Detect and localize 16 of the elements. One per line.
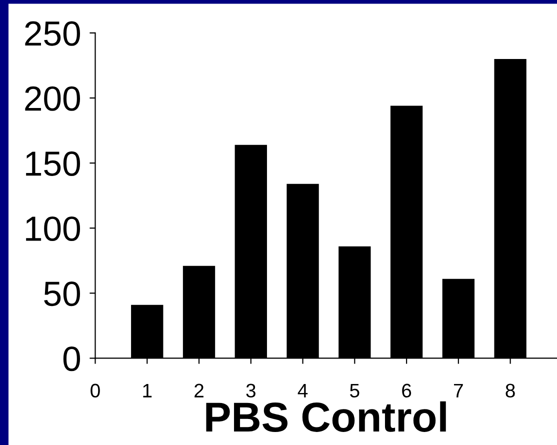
x-tick-label: 1 xyxy=(143,384,152,398)
y-tick-label: 100 xyxy=(26,216,80,242)
x-tick-label: 8 xyxy=(506,384,515,398)
x-tick-label: 4 xyxy=(298,384,308,398)
y-tick-label: 50 xyxy=(44,282,80,306)
y-tick-label: 0 xyxy=(63,346,80,372)
x-tick-label: 3 xyxy=(246,384,256,398)
x-tick-label: 7 xyxy=(454,384,463,398)
x-tick-label: 2 xyxy=(194,384,204,398)
y-tick-label: 250 xyxy=(25,21,80,46)
x-tick-label: 6 xyxy=(402,384,412,398)
y-tick-label: 150 xyxy=(26,151,80,176)
y-tick-label: 200 xyxy=(25,86,80,111)
x-tick-label: 5 xyxy=(350,384,360,398)
x-tick-label: 0 xyxy=(90,384,100,398)
x-axis-title: PBS Control xyxy=(206,401,446,432)
